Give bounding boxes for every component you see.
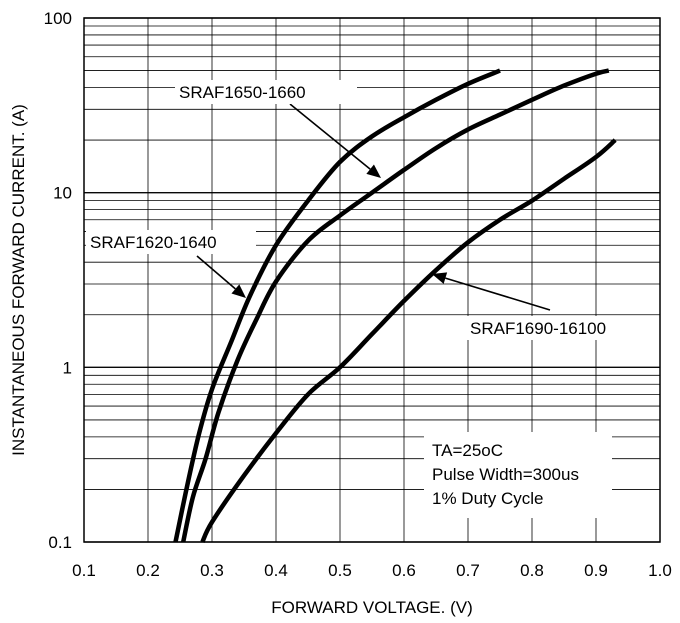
x-tick-label: 0.4	[264, 561, 288, 580]
condition-duty-cycle: 1% Duty Cycle	[432, 489, 543, 508]
test-conditions-box: TA=25oC Pulse Width=300us 1% Duty Cycle	[424, 432, 612, 518]
x-tick-label: 0.3	[200, 561, 224, 580]
x-axis-label: FORWARD VOLTAGE. (V)	[271, 598, 473, 617]
series-line-sraf1620-1640	[173, 68, 501, 543]
plot-area-frame	[83, 17, 661, 543]
condition-pulse-width: Pulse Width=300us	[432, 465, 579, 484]
callout-arrow-sraf1650-1660	[289, 103, 381, 178]
callout-arrows	[196, 103, 551, 311]
callout-label-sraf1650-1660: SRAF1650-1660	[179, 83, 306, 102]
callout-label-sraf1620-1640: SRAF1620-1640	[90, 233, 217, 252]
x-tick-label: 0.7	[456, 561, 480, 580]
x-tick-label: 0.6	[392, 561, 416, 580]
x-tick-label: 0.1	[72, 561, 96, 580]
series-line-sraf1650-1660	[181, 68, 610, 543]
series-line-sraf1690-16100	[200, 138, 617, 543]
x-tick-label: 0.8	[520, 561, 544, 580]
callout-sraf1690-16100: SRAF1690-16100	[466, 316, 656, 340]
y-tick-labels: 0.1 1 10 100	[44, 9, 72, 552]
y-tick-label: 0.1	[48, 533, 72, 552]
callout-arrow-sraf1620-1640	[196, 255, 246, 298]
y-tick-label: 100	[44, 9, 72, 28]
curves	[173, 68, 617, 543]
callout-sraf1620-1640: SRAF1620-1640	[86, 230, 256, 254]
callout-label-sraf1690-16100: SRAF1690-16100	[470, 319, 606, 338]
x-tick-label: 1.0	[648, 561, 672, 580]
x-tick-label: 0.5	[328, 561, 352, 580]
condition-temperature: TA=25oC	[432, 441, 503, 460]
x-tick-label: 0.9	[584, 561, 608, 580]
x-tick-label: 0.2	[136, 561, 160, 580]
callout-arrow-sraf1690-16100	[432, 272, 551, 311]
callout-sraf1650-1660: SRAF1650-1660	[175, 80, 357, 104]
y-axis-label: INSTANTANEOUS FORWARD CURRENT. (A)	[9, 104, 28, 456]
y-tick-label: 1	[63, 358, 72, 377]
x-tick-labels: 0.1 0.2 0.3 0.4 0.5 0.6 0.7 0.8 0.9 1.0	[72, 561, 672, 580]
y-tick-label: 10	[53, 184, 72, 203]
